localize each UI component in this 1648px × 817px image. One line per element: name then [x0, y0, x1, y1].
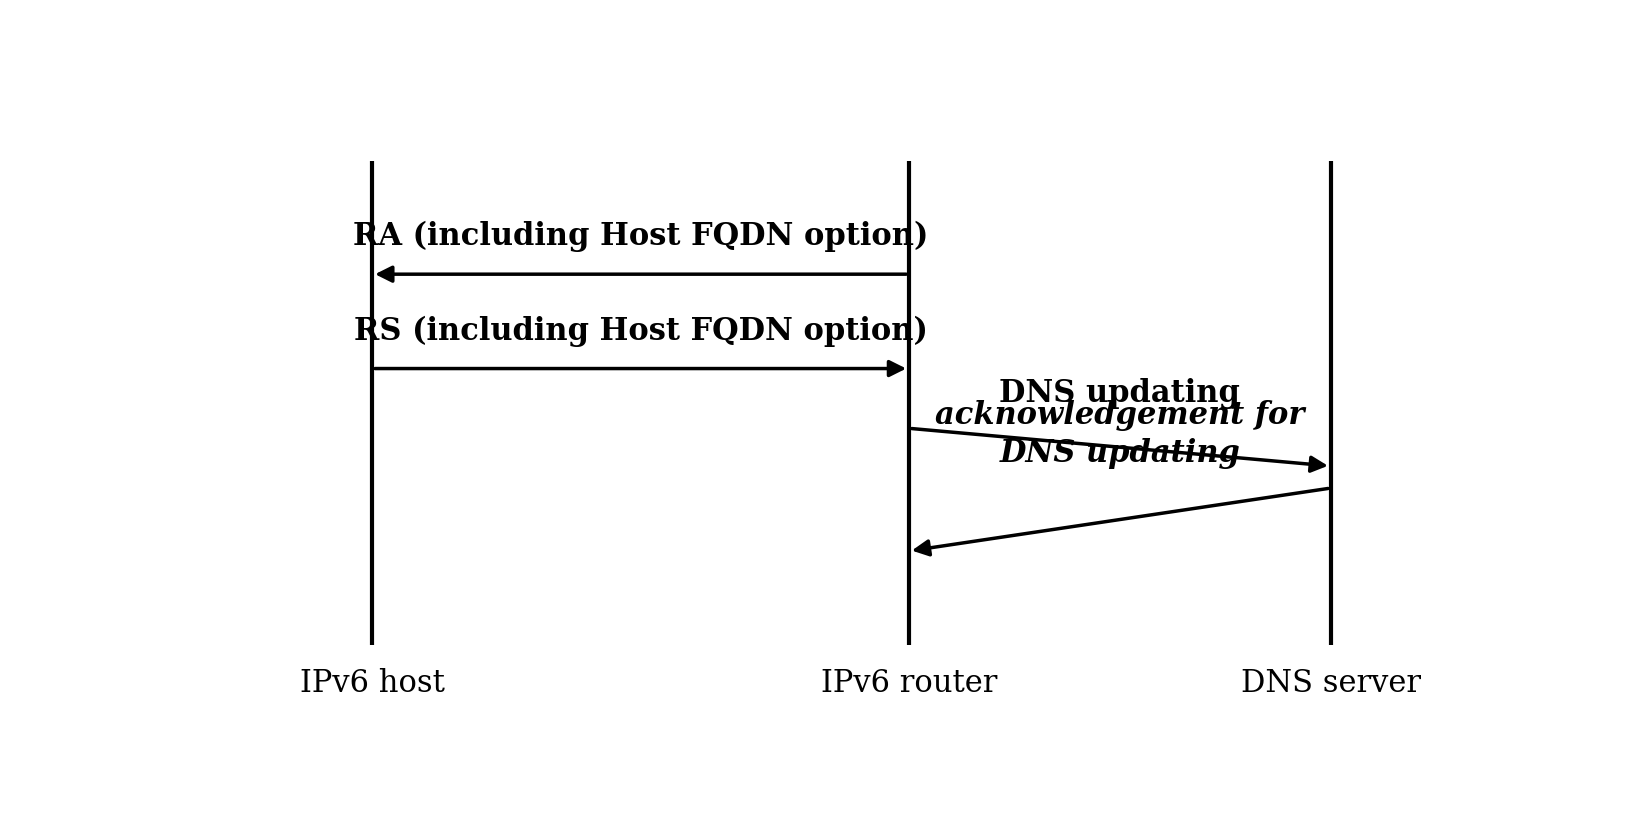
- Text: acknowledgement for
DNS updating: acknowledgement for DNS updating: [934, 400, 1304, 469]
- Text: RS (including Host FQDN option): RS (including Host FQDN option): [353, 315, 928, 346]
- Text: DNS server: DNS server: [1239, 667, 1421, 699]
- Text: DNS updating: DNS updating: [999, 378, 1239, 409]
- Text: IPv6 host: IPv6 host: [300, 667, 445, 699]
- Text: IPv6 router: IPv6 router: [821, 667, 997, 699]
- Text: RA (including Host FQDN option): RA (including Host FQDN option): [353, 221, 928, 252]
